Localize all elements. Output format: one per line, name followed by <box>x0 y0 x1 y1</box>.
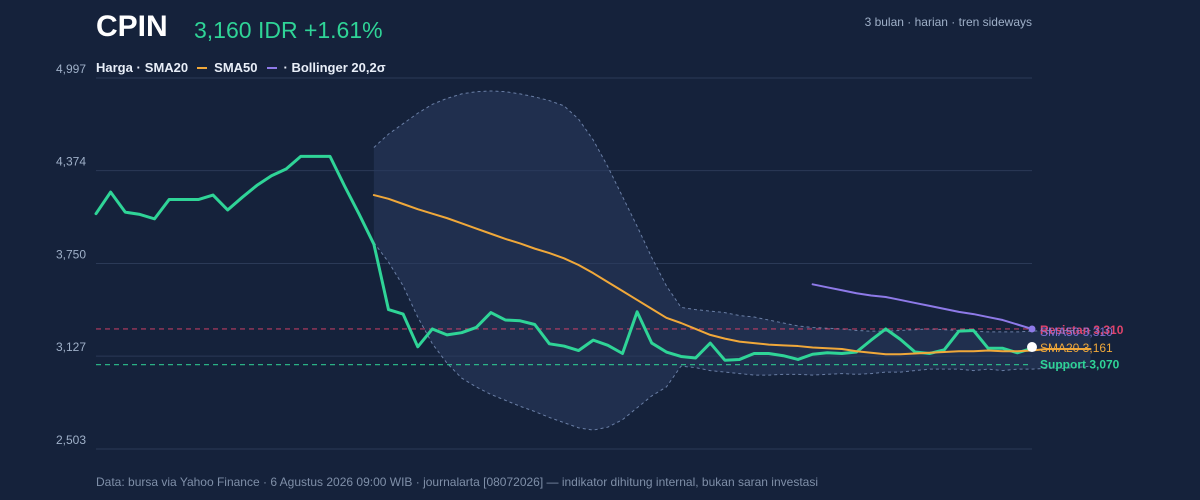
price-line <box>94 154 1034 362</box>
legend-sma50: SMA50 <box>214 60 258 75</box>
y-tick-label: 3,750 <box>56 248 86 262</box>
y-tick-label: 2,503 <box>56 433 86 447</box>
legend-sma20-swatch <box>197 66 208 69</box>
sma20-end-label: SMA20 3,161 <box>1040 341 1113 355</box>
legend-bollinger: · Bollinger 20,2σ <box>283 60 386 75</box>
sma50-line <box>811 283 1033 330</box>
y-tick-label: 4,374 <box>56 155 86 169</box>
sma50-end-marker <box>1028 325 1036 333</box>
legend-price: Harga · <box>96 60 141 75</box>
footer-source: Data: bursa via Yahoo Finance · 6 Agustu… <box>96 475 818 489</box>
last-price-marker <box>1027 342 1037 353</box>
legend-sma50-swatch <box>266 66 277 69</box>
sma20-line <box>372 194 1092 356</box>
chart-meta: 3 bulan · harian · tren sideways <box>864 15 1032 29</box>
bollinger-band-fill <box>373 90 1091 431</box>
support-label: Support 3,070 <box>1040 358 1120 372</box>
series-layer <box>94 154 1092 366</box>
chart-legend: Harga · SMA20 SMA50 · Bollinger 20,2σ <box>96 60 386 75</box>
sma50-end-label: SMA50 3,310 <box>1040 325 1113 339</box>
y-tick-label: 3,127 <box>56 340 86 354</box>
ticker-symbol: CPIN <box>96 10 168 43</box>
bollinger-layer <box>373 90 1091 431</box>
y-tick-label: 4,997 <box>56 62 86 76</box>
resistance-label: Resistan 3,310 <box>1040 323 1124 337</box>
bollinger-lower <box>373 242 1091 431</box>
price-change: 3,160 IDR +1.61% <box>194 17 383 43</box>
legend-sma20: SMA20 <box>144 60 189 75</box>
